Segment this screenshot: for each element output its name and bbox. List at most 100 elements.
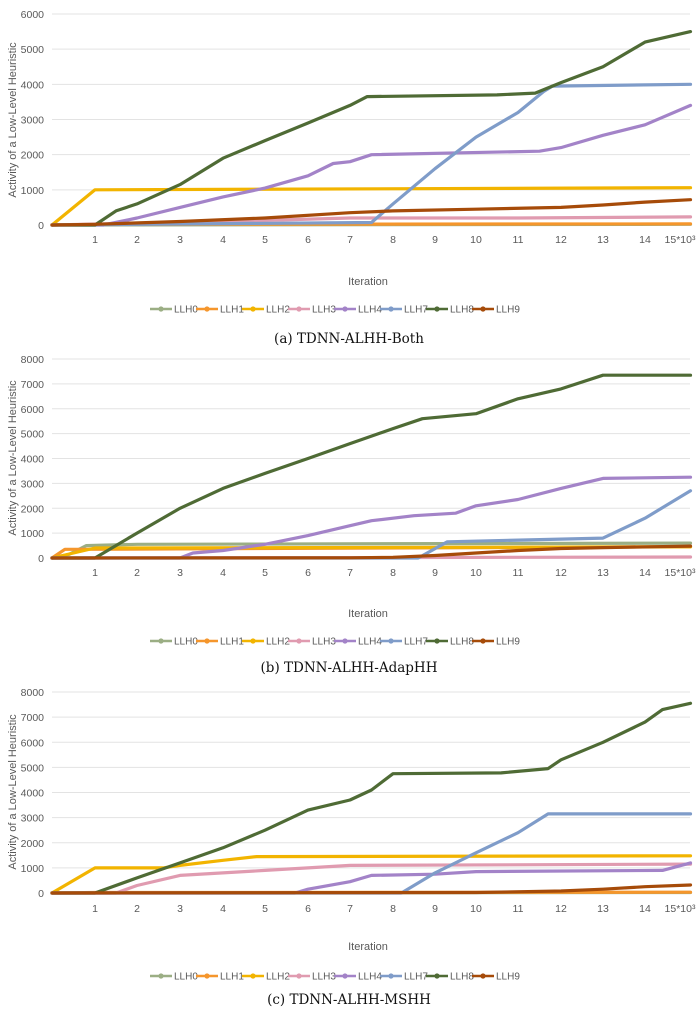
legend-label-llh0: LLH0	[174, 972, 198, 983]
x-tick-label: 9	[432, 234, 438, 246]
y-tick-label: 1000	[21, 528, 45, 540]
x-tick-label: 4	[220, 567, 226, 579]
series-line-llh2	[50, 545, 693, 560]
x-tick-label: 15*10³	[665, 567, 696, 579]
y-tick-label: 4000	[21, 79, 45, 91]
y-tick-label: 1000	[21, 185, 45, 197]
x-tick-label: 1	[92, 567, 98, 579]
x-tick-label: 1	[92, 903, 98, 915]
x-tick-label: 15*10³	[665, 234, 696, 246]
series-line-llh2	[50, 854, 693, 895]
legend-marker	[480, 973, 486, 979]
x-tick-label: 13	[597, 903, 609, 915]
legend-label-llh8: LLH8	[450, 305, 474, 316]
legend-label-llh1: LLH1	[220, 305, 244, 316]
series-line-llh7	[50, 812, 693, 895]
y-tick-label: 7000	[21, 712, 45, 724]
y-tick-label: 3000	[21, 478, 45, 490]
legend-label-llh3: LLH3	[312, 305, 336, 316]
x-tick-label: 10	[470, 567, 482, 579]
y-tick-label: 0	[38, 220, 44, 232]
legend-marker	[342, 638, 348, 644]
y-axis-title: Activity of a Low-Level Heuristic	[7, 42, 19, 198]
x-tick-label: 2	[134, 567, 140, 579]
x-tick-label: 6	[305, 234, 311, 246]
legend-marker	[204, 638, 210, 644]
y-tick-label: 3000	[21, 813, 45, 825]
legend: LLH0 LLH1 LLH2 LLH3 LLH4 LLH7 LLH8 LLH9	[150, 637, 520, 648]
x-tick-label: 15*10³	[665, 903, 696, 915]
legend-label-llh8: LLH8	[450, 637, 474, 648]
series-line-llh4	[50, 475, 693, 560]
x-tick-label: 12	[555, 567, 567, 579]
legend-marker	[204, 306, 210, 312]
legend-label-llh4: LLH4	[358, 305, 382, 316]
legend-marker	[480, 638, 486, 644]
chart-caption: (a) TDNN-ALHH-Both	[274, 331, 424, 347]
y-tick-label: 5000	[21, 429, 45, 441]
legend-label-llh0: LLH0	[174, 637, 198, 648]
y-tick-label: 6000	[21, 404, 45, 416]
x-tick-label: 5	[262, 567, 268, 579]
legend-label-llh9: LLH9	[496, 637, 520, 648]
y-tick-label: 0	[38, 553, 44, 565]
series-line-llh2	[50, 186, 693, 227]
x-tick-label: 13	[597, 234, 609, 246]
chart-caption: (c) TDNN-ALHH-MSHH	[267, 992, 431, 1008]
x-axis-title: Iteration	[348, 941, 388, 953]
legend-label-llh8: LLH8	[450, 972, 474, 983]
x-tick-label: 7	[347, 234, 353, 246]
legend-label-llh1: LLH1	[220, 637, 244, 648]
x-tick-label: 6	[305, 567, 311, 579]
legend-label-llh3: LLH3	[312, 972, 336, 983]
y-tick-label: 5000	[21, 762, 45, 774]
y-tick-label: 4000	[21, 454, 45, 466]
legend-marker	[388, 306, 394, 312]
legend-marker	[250, 638, 256, 644]
x-tick-label: 8	[390, 567, 396, 579]
x-axis-title: Iteration	[348, 608, 388, 620]
y-tick-label: 3000	[21, 115, 45, 127]
y-axis-title: Activity of a Low-Level Heuristic	[7, 714, 19, 870]
legend-marker	[204, 973, 210, 979]
legend-marker	[434, 638, 440, 644]
legend-marker	[388, 638, 394, 644]
y-tick-label: 0	[38, 888, 44, 900]
x-tick-label: 12	[555, 234, 567, 246]
legend-marker	[434, 973, 440, 979]
y-tick-label: 6000	[21, 737, 45, 749]
legend-marker	[480, 306, 486, 312]
legend-label-llh9: LLH9	[496, 305, 520, 316]
legend-label-llh7: LLH7	[404, 637, 428, 648]
x-tick-label: 4	[220, 234, 226, 246]
legend: LLH0 LLH1 LLH2 LLH3 LLH4 LLH7 LLH8 LLH9	[150, 972, 520, 983]
x-tick-label: 3	[177, 903, 183, 915]
legend-label-llh2: LLH2	[266, 637, 290, 648]
chart-caption: (b) TDNN-ALHH-AdapHH	[261, 660, 438, 676]
x-tick-label: 6	[305, 903, 311, 915]
legend-label-llh1: LLH1	[220, 972, 244, 983]
legend-marker	[342, 973, 348, 979]
legend-marker	[158, 638, 164, 644]
x-tick-label: 14	[639, 903, 651, 915]
y-tick-label: 6000	[21, 9, 45, 21]
x-tick-label: 8	[390, 234, 396, 246]
legend-marker	[342, 306, 348, 312]
legend-marker	[296, 306, 302, 312]
x-tick-label: 11	[513, 903, 524, 915]
x-tick-label: 3	[177, 234, 183, 246]
legend-label-llh3: LLH3	[312, 637, 336, 648]
legend-label-llh9: LLH9	[496, 972, 520, 983]
y-tick-label: 5000	[21, 44, 45, 56]
x-tick-label: 10	[470, 903, 482, 915]
x-tick-label: 9	[432, 903, 438, 915]
legend-marker	[296, 638, 302, 644]
legend-label-llh0: LLH0	[174, 305, 198, 316]
legend-marker	[388, 973, 394, 979]
legend-label-llh7: LLH7	[404, 972, 428, 983]
x-tick-label: 8	[390, 903, 396, 915]
y-tick-label: 1000	[21, 863, 45, 875]
